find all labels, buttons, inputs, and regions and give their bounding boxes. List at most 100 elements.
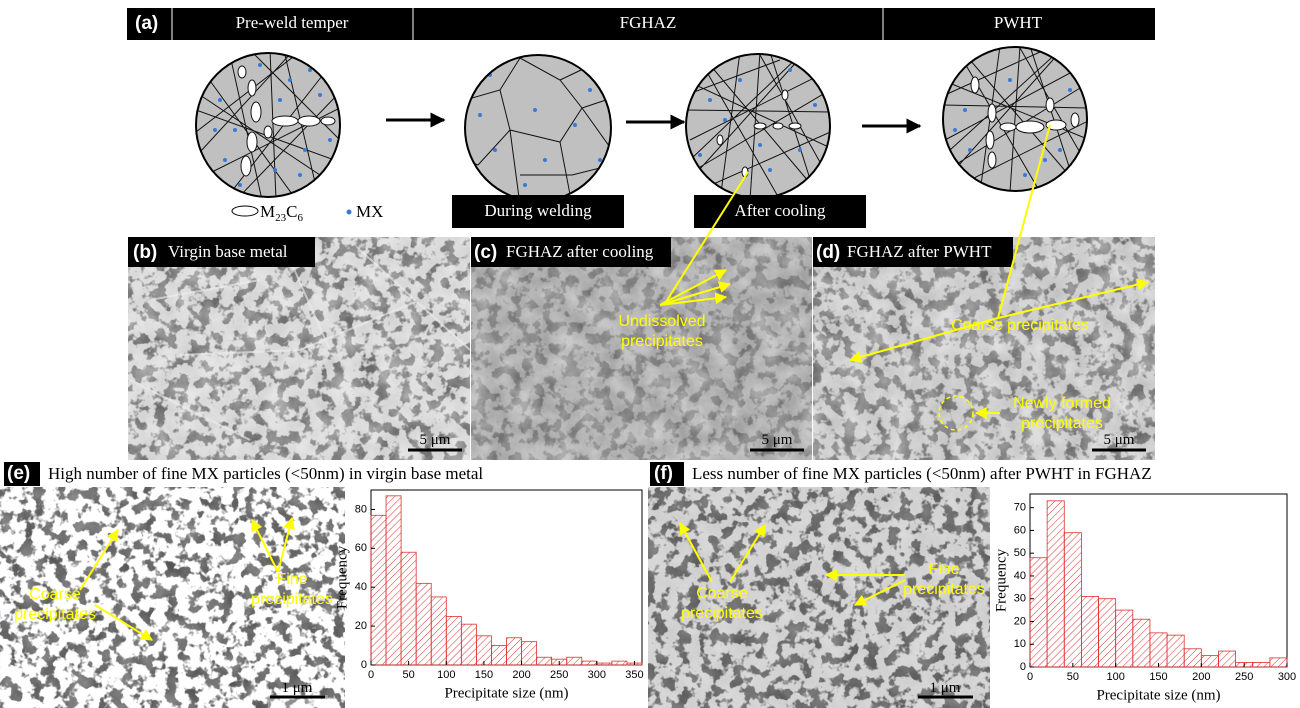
bar <box>1081 596 1098 667</box>
x-tick-label: 50 <box>1067 671 1079 683</box>
microstructure-diagram <box>465 53 612 205</box>
y-tick-label: 20 <box>355 620 367 632</box>
bar <box>1116 610 1133 667</box>
x-tick-label: 100 <box>437 669 455 681</box>
x-axis-label: Precipitate size (nm) <box>1096 687 1220 703</box>
bar <box>1150 633 1167 667</box>
annotation-line: precipitates <box>681 605 763 622</box>
y-tick-label: 40 <box>355 581 367 593</box>
bar <box>1167 635 1184 667</box>
y-axis-label: Frequency <box>993 548 1009 612</box>
panel-label: (e) <box>7 463 30 484</box>
bar <box>1218 651 1235 667</box>
panel-label: (c) <box>474 242 497 263</box>
bar <box>461 624 476 665</box>
x-tick-label: 100 <box>1106 671 1124 683</box>
y-tick-label: 10 <box>1014 638 1026 650</box>
scale-label: 1 μm <box>930 680 961 696</box>
annotation-line: precipitates <box>1021 415 1103 432</box>
stage-label: PWHT <box>994 13 1043 32</box>
bar <box>1030 558 1047 667</box>
bar <box>1133 619 1150 667</box>
x-tick-label: 150 <box>475 669 493 681</box>
annotation-line: precipitates <box>251 591 333 608</box>
legend-text: C <box>286 202 297 221</box>
legend-label: MX <box>356 202 383 221</box>
scale-label: 1 μm <box>282 680 313 696</box>
bar <box>537 657 552 665</box>
scale-label: 5 μm <box>762 432 793 448</box>
bar <box>612 661 627 665</box>
microstructure-diagram <box>196 50 340 205</box>
y-tick-label: 0 <box>361 659 367 671</box>
bar <box>582 661 597 665</box>
panel-caption: Less number of fine MX particles (<50nm)… <box>692 464 1152 483</box>
bar <box>1184 649 1201 667</box>
x-tick-label: 250 <box>1235 671 1253 683</box>
panel-label: (a) <box>135 13 158 34</box>
bar <box>567 657 582 665</box>
micrograph <box>813 237 1155 460</box>
y-tick-label: 60 <box>355 542 367 554</box>
x-axis-label: Precipitate size (nm) <box>444 685 568 701</box>
bar <box>1047 501 1064 667</box>
bar <box>446 616 461 665</box>
y-tick-label: 20 <box>1014 615 1026 627</box>
x-tick-label: 300 <box>1278 671 1296 683</box>
annotation-line: Coarse <box>29 586 81 603</box>
x-tick-label: 50 <box>403 669 415 681</box>
legend-symbol <box>347 210 352 215</box>
bar <box>491 646 506 665</box>
bar <box>522 642 537 665</box>
annotation-line: Newly formed <box>1013 395 1111 412</box>
x-tick-label: 150 <box>1149 671 1167 683</box>
panel-caption: FGHAZ after cooling <box>506 242 654 261</box>
annotation: Coarse precipitates <box>951 317 1089 334</box>
stage-label: FGHAZ <box>620 13 677 32</box>
legend-label: M23C6 <box>260 202 303 224</box>
annotation-line: Fine <box>276 571 307 588</box>
y-axis-label: Frequency <box>334 545 350 609</box>
y-tick-label: 50 <box>1014 547 1026 559</box>
legend-subscript: 23 <box>275 212 287 224</box>
bar <box>476 636 491 665</box>
scale-label: 5 μm <box>420 432 451 448</box>
panel-caption: Virgin base metal <box>168 242 288 261</box>
annotation-line: Undissolved <box>618 313 705 330</box>
x-tick-label: 0 <box>368 669 374 681</box>
x-tick-label: 0 <box>1027 671 1033 683</box>
x-tick-label: 300 <box>588 669 606 681</box>
bar <box>1253 662 1270 667</box>
annotation-line: precipitates <box>621 333 703 350</box>
y-tick-label: 80 <box>355 503 367 515</box>
x-tick-label: 250 <box>550 669 568 681</box>
step-label: After cooling <box>734 201 826 220</box>
figure: (a) Pre-weld temper FGHAZ PWHT M23C6 MX … <box>0 0 1300 708</box>
legend-symbol <box>232 206 258 216</box>
panel-caption: High number of fine MX particles (<50nm)… <box>48 464 483 483</box>
x-tick-label: 350 <box>625 669 643 681</box>
bar <box>507 638 522 665</box>
annotation-line: precipitates <box>14 606 96 623</box>
y-tick-label: 40 <box>1014 570 1026 582</box>
panel-caption: FGHAZ after PWHT <box>847 242 992 261</box>
bar <box>371 515 386 665</box>
annotation-line: Coarse precipitates <box>951 317 1089 334</box>
annotation-line: Coarse <box>696 585 748 602</box>
legend-subscript: 6 <box>297 212 303 224</box>
scale-label: 5 μm <box>1104 432 1135 448</box>
panel-label: (b) <box>133 242 157 263</box>
microstructure-diagram <box>942 46 1090 192</box>
y-tick-label: 70 <box>1014 502 1026 514</box>
x-tick-label: 200 <box>512 669 530 681</box>
micrograph <box>128 237 470 460</box>
x-tick-label: 200 <box>1192 671 1210 683</box>
bar <box>1270 658 1287 667</box>
panel-label: (f) <box>654 463 673 484</box>
stage-label: Pre-weld temper <box>236 13 349 32</box>
panel-label: (d) <box>816 242 840 263</box>
y-tick-label: 0 <box>1020 661 1026 673</box>
y-tick-label: 30 <box>1014 593 1026 605</box>
bar <box>1064 533 1081 667</box>
bar <box>401 552 416 665</box>
